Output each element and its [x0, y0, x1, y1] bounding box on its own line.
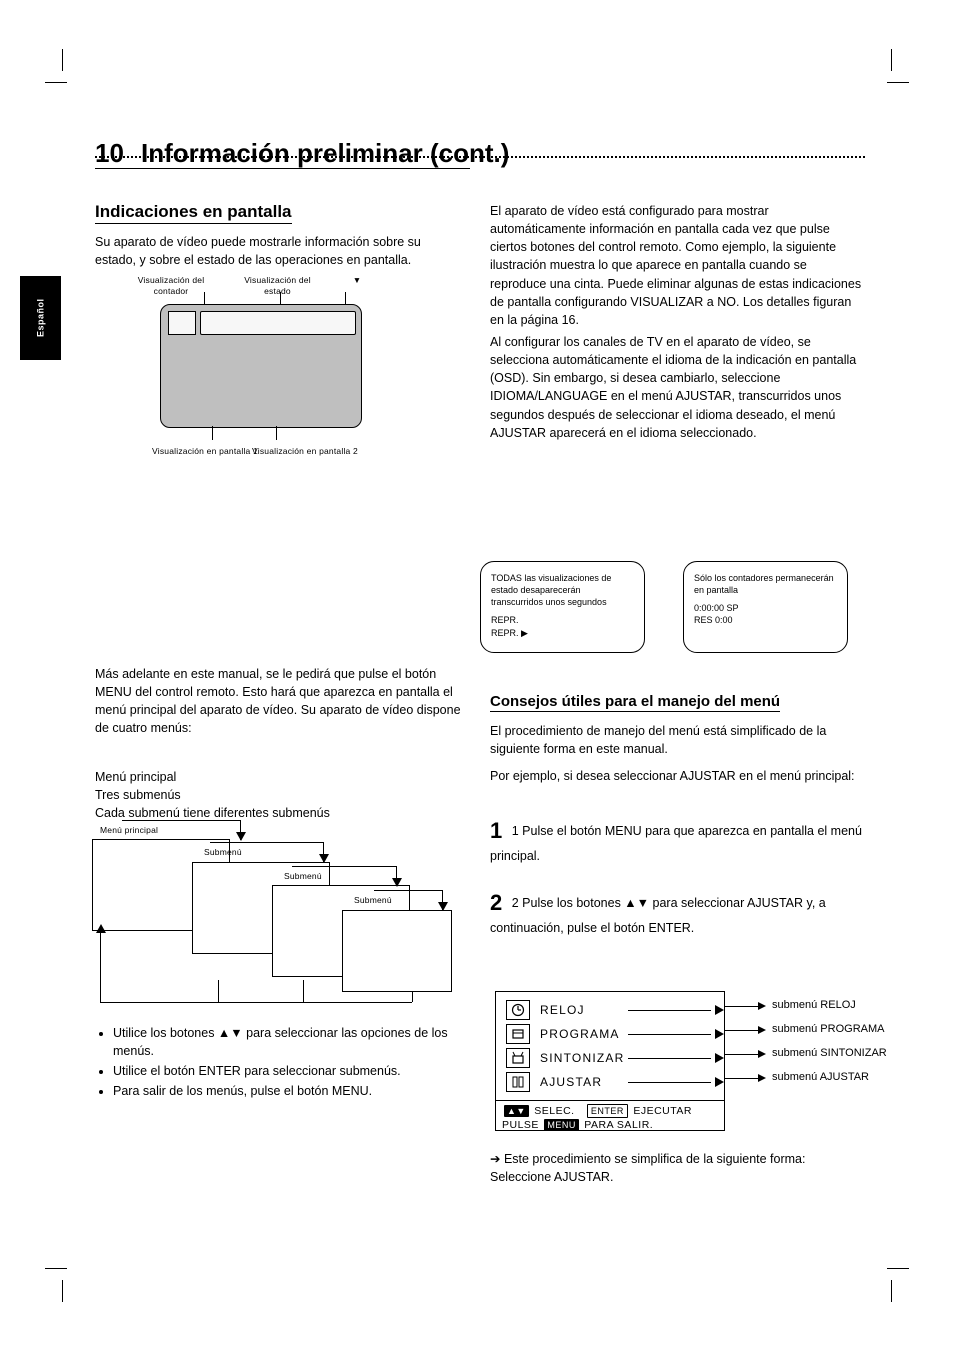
- osd1-l3: REPR. ▶: [491, 627, 634, 639]
- cascade-l2: Submenú: [204, 847, 242, 858]
- para-osd-1: Su aparato de vídeo puede mostrarle info…: [95, 233, 465, 269]
- bullet-b: Utilice el botón ENTER para seleccionar …: [113, 1062, 465, 1080]
- cascade-l3: Submenú: [284, 871, 322, 882]
- page-title: Información preliminar (cont.): [141, 138, 509, 169]
- figure-cascade: Menú principal Submenú Submenú Submenú: [92, 820, 452, 1010]
- bullet-c: Para salir de los menús, pulse el botón …: [113, 1082, 465, 1100]
- menu-ajustar: AJUSTAR: [540, 1075, 624, 1089]
- para-tip-step: Por ejemplo, si desea seleccionar AJUSTA…: [490, 767, 865, 785]
- foot-selec: SELEC.: [534, 1105, 574, 1117]
- heading-tips: Consejos útiles para el manejo del menú: [490, 693, 780, 712]
- figure-osd-menu: RELOJ PROGRAMA SINTONIZAR AJUSTAR ▲▼ SEL…: [495, 991, 725, 1131]
- foot-pulse: PULSE: [502, 1119, 539, 1131]
- osd-box-1: TODAS las visualizaciones de estado desa…: [480, 561, 645, 653]
- ext-programa: submenú PROGRAMA: [772, 1023, 884, 1035]
- badge-enter: ENTER: [587, 1104, 628, 1118]
- badge-ud: ▲▼: [504, 1105, 529, 1117]
- label-osd2: Visualización en pantalla 2: [250, 446, 360, 457]
- menu-sintonizar: SINTONIZAR: [540, 1051, 624, 1065]
- ext-ajustar: submenú AJUSTAR: [772, 1071, 869, 1083]
- list-a: Menú principal: [95, 768, 465, 786]
- side-tab: Español: [20, 276, 61, 360]
- step-2-num: 2: [490, 890, 502, 915]
- osd2-l3: RES 0:00: [694, 614, 837, 626]
- page-number: 10: [95, 138, 124, 169]
- ajustar-icon: [506, 1072, 530, 1092]
- label-status: Visualización del estado: [230, 275, 325, 296]
- menu-programa: PROGRAMA: [540, 1027, 624, 1041]
- step-1-text: 1 Pulse el botón MENU para que aparezca …: [490, 824, 862, 863]
- dotted-rule: [95, 156, 865, 158]
- osd2-l1: Sólo los contadores permanecerán en pant…: [694, 572, 837, 596]
- cascade-l1: Menú principal: [100, 825, 158, 836]
- foot-ejecutar: EJECUTAR: [633, 1105, 692, 1117]
- bullet-a: Utilice los botones ▲▼ para seleccionar …: [113, 1024, 465, 1060]
- programa-icon: [506, 1024, 530, 1044]
- osd1-l2: REPR.: [491, 614, 634, 626]
- tip-short: ➔ Este procedimiento se simplifica de la…: [490, 1152, 805, 1184]
- sintonizar-icon: [506, 1048, 530, 1068]
- para-right-top: El aparato de vídeo está configurado par…: [490, 202, 865, 329]
- osd2-l2: 0:00:00 SP: [694, 602, 837, 614]
- badge-menu: MENU: [544, 1119, 579, 1131]
- title-underline: [95, 168, 470, 169]
- ext-reloj: submenú RELOJ: [772, 999, 856, 1011]
- para-tip-lead: El procedimiento de manejo del menú está…: [490, 722, 865, 758]
- label-osd1: Visualización en pantalla 1: [150, 446, 260, 457]
- label-status-2: ▼: [327, 275, 387, 286]
- osd1-l1: TODAS las visualizaciones de estado desa…: [491, 572, 634, 608]
- osd-footer: ▲▼ SELEC. ENTER EJECUTAR PULSE MENU PARA…: [496, 1100, 724, 1135]
- step-1-num: 1: [490, 818, 502, 843]
- clock-icon: [506, 1000, 530, 1020]
- label-counter: Visualización del contador: [135, 275, 207, 296]
- step-2-text: 2 Pulse los botones ▲▼ para seleccionar …: [490, 896, 826, 935]
- list-b: Tres submenús: [95, 786, 465, 804]
- cascade-l4: Submenú: [354, 895, 392, 906]
- ext-sintonizar: submenú SINTONIZAR: [772, 1047, 887, 1059]
- heading-osd: Indicaciones en pantalla: [95, 202, 292, 224]
- para-right-lang: Al configurar los canales de TV en el ap…: [490, 333, 865, 442]
- figure-monitor: [160, 296, 360, 438]
- menu-reloj: RELOJ: [540, 1003, 624, 1017]
- osd-box-2: Sólo los contadores permanecerán en pant…: [683, 561, 848, 653]
- foot-salir: PARA SALIR.: [584, 1119, 653, 1131]
- para-osd-2: Más adelante en este manual, se le pedir…: [95, 665, 465, 738]
